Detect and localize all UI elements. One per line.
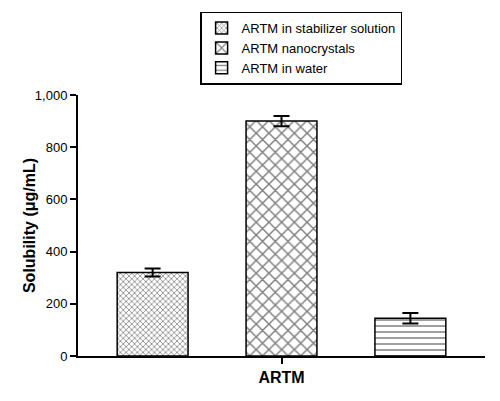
svg-text:ARTM: ARTM <box>258 369 304 386</box>
svg-text:1,000: 1,000 <box>35 88 68 103</box>
svg-text:ARTM in water: ARTM in water <box>242 61 328 76</box>
svg-text:0: 0 <box>60 349 67 364</box>
svg-text:800: 800 <box>46 140 68 155</box>
svg-text:ARTM in stabilizer solution: ARTM in stabilizer solution <box>242 21 396 36</box>
svg-text:ARTM nanocrystals: ARTM nanocrystals <box>242 41 356 56</box>
svg-text:Solubility (μg/mL): Solubility (μg/mL) <box>21 158 38 293</box>
svg-text:600: 600 <box>46 192 68 207</box>
svg-text:400: 400 <box>46 244 68 259</box>
svg-text:200: 200 <box>46 296 68 311</box>
